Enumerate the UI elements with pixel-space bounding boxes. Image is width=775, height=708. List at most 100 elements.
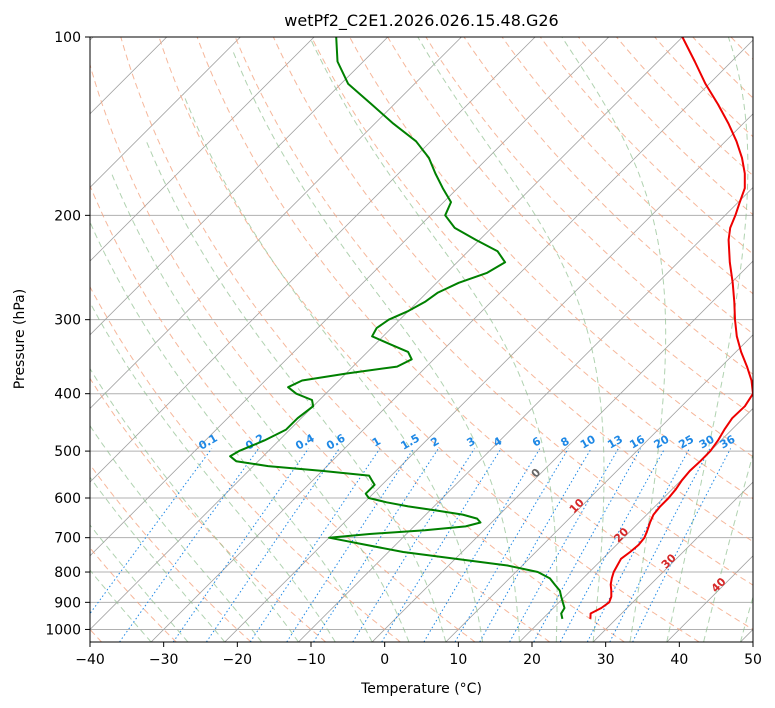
dry-adiabat-line bbox=[692, 37, 753, 99]
dry-adiabat-line bbox=[158, 37, 700, 642]
x-tick-label: 50 bbox=[744, 652, 762, 668]
mixing-ratio-line bbox=[381, 448, 502, 642]
dewpoint-profile-line bbox=[229, 37, 566, 620]
plot-frame bbox=[89, 36, 754, 643]
dry-adiabat-line bbox=[272, 37, 753, 543]
dry-adiabat-line bbox=[196, 37, 753, 630]
y-axis-label: Pressure (hPa) bbox=[12, 289, 28, 389]
mixing-ratio-label: 0.4 bbox=[293, 431, 317, 452]
mixing-ratio-label: 16 bbox=[627, 432, 647, 451]
mixing-ratio-label: 2 bbox=[428, 435, 441, 450]
dry-adiabat-line bbox=[90, 463, 252, 642]
x-tick-label: 40 bbox=[670, 652, 688, 668]
moist-adiabat-line bbox=[309, 37, 558, 642]
mixing-ratio-label: 8 bbox=[559, 435, 572, 450]
mixing-ratio-label: 1 bbox=[370, 435, 383, 450]
moist-adiabat-line bbox=[90, 301, 336, 642]
y-tick-label: 100 bbox=[54, 30, 81, 46]
moist-adiabat-line bbox=[145, 141, 447, 642]
mixing-ratio-label: 1.5 bbox=[398, 432, 421, 453]
dry-adiabat-label: -10 bbox=[69, 354, 92, 378]
dry-adiabat-line bbox=[90, 184, 476, 642]
dry-adiabat-line bbox=[349, 37, 753, 458]
dry-adiabat-line bbox=[311, 37, 753, 500]
isotherm-line bbox=[90, 37, 462, 410]
moist-adiabat-line bbox=[111, 173, 410, 642]
moist-adiabat-line bbox=[666, 37, 749, 642]
dry-adiabat-line bbox=[234, 37, 753, 586]
isotherm-line bbox=[371, 260, 753, 642]
isotherm-line bbox=[224, 113, 753, 642]
y-tick-label: 1000 bbox=[45, 622, 81, 638]
mixing-ratio-label: 3 bbox=[465, 435, 478, 450]
isotherm-line bbox=[666, 555, 753, 642]
mixing-ratio-line bbox=[479, 448, 592, 642]
y-tick-label: 300 bbox=[54, 313, 81, 329]
isotherm-line bbox=[90, 37, 610, 557]
moist-adiabat-line bbox=[739, 595, 753, 642]
mixing-ratio-line bbox=[313, 448, 439, 642]
plot-area: 0.10.20.40.611.52346810131620253036-100-… bbox=[69, 37, 775, 642]
mixing-ratio-line bbox=[352, 448, 475, 642]
y-axis: 100 200 300 400 500 600 700 800 900 1000 bbox=[45, 30, 90, 638]
mixing-ratio-line bbox=[454, 448, 569, 642]
moist-adiabat-line bbox=[703, 452, 753, 642]
dry-adiabat-line bbox=[769, 37, 775, 642]
x-tick-label: −20 bbox=[223, 652, 253, 668]
dry-adiabat-line bbox=[501, 37, 753, 295]
mixing-ratio-label: 13 bbox=[605, 433, 625, 452]
moist-adiabat-line bbox=[90, 424, 262, 642]
dry-adiabat-line bbox=[654, 37, 753, 138]
mixing-ratio-line bbox=[172, 448, 310, 642]
moist-adiabat-line bbox=[183, 94, 484, 642]
x-tick-label: −10 bbox=[296, 652, 326, 668]
x-tick-label: 0 bbox=[380, 652, 389, 668]
dry-adiabat-line bbox=[616, 37, 753, 177]
isotherm-line bbox=[90, 37, 315, 262]
isotherm-line bbox=[90, 37, 536, 483]
y-tick-label: 700 bbox=[54, 531, 81, 547]
y-tick-label: 500 bbox=[54, 444, 81, 460]
dry-adiabat-line bbox=[539, 37, 753, 255]
x-tick-label: 10 bbox=[449, 652, 467, 668]
mixing-ratio-label: 30 bbox=[697, 432, 717, 451]
x-axis-label: Temperature (°C) bbox=[360, 681, 482, 697]
dry-adiabat-line bbox=[90, 377, 327, 642]
isotherm-line bbox=[150, 39, 753, 642]
dry-adiabat-line bbox=[463, 37, 753, 335]
moist-adiabat-line bbox=[90, 367, 299, 642]
isotherm-line bbox=[90, 37, 389, 336]
moist-adiabat-label: 20 bbox=[611, 525, 631, 545]
mixing-ratio-line bbox=[90, 448, 213, 615]
isotherm-line bbox=[592, 481, 753, 642]
dry-adiabat-line bbox=[578, 37, 753, 216]
dry-adiabat-line bbox=[120, 37, 625, 642]
mixing-ratio-line bbox=[609, 448, 711, 642]
chart-title: wetPf2_C2E1.2026.026.15.48.G26 bbox=[284, 11, 558, 31]
moist-adiabat-line bbox=[561, 37, 667, 642]
moist-adiabat-label: 10 bbox=[567, 496, 587, 516]
mixing-ratio-line bbox=[423, 448, 541, 642]
y-tick-label: 900 bbox=[54, 595, 81, 611]
x-tick-label: −40 bbox=[75, 652, 105, 668]
moist-adiabat-line bbox=[231, 49, 520, 642]
moist-adiabat-line bbox=[417, 37, 605, 642]
mixing-ratio-line bbox=[249, 448, 381, 642]
y-tick-label: 800 bbox=[54, 565, 81, 581]
x-tick-label: 30 bbox=[597, 652, 615, 668]
isotherm-line bbox=[519, 407, 753, 642]
mixing-ratio-line bbox=[205, 448, 340, 642]
moist-adiabat-line bbox=[90, 524, 189, 642]
mixing-ratio-line bbox=[559, 448, 666, 642]
dry-adiabat-line bbox=[90, 285, 401, 642]
isotherm-line bbox=[445, 334, 753, 642]
dry-adiabat-line bbox=[387, 37, 753, 416]
isotherm-line bbox=[740, 628, 753, 642]
x-axis: −40 −30 −20 −10 0 10 20 30 40 50 bbox=[75, 642, 762, 668]
moist-adiabat-line bbox=[90, 569, 152, 642]
mixing-ratio-line bbox=[632, 448, 732, 642]
mixing-ratio-label: 10 bbox=[578, 432, 598, 451]
temperature-profile-line bbox=[589, 37, 753, 619]
y-tick-label: 200 bbox=[54, 208, 81, 224]
